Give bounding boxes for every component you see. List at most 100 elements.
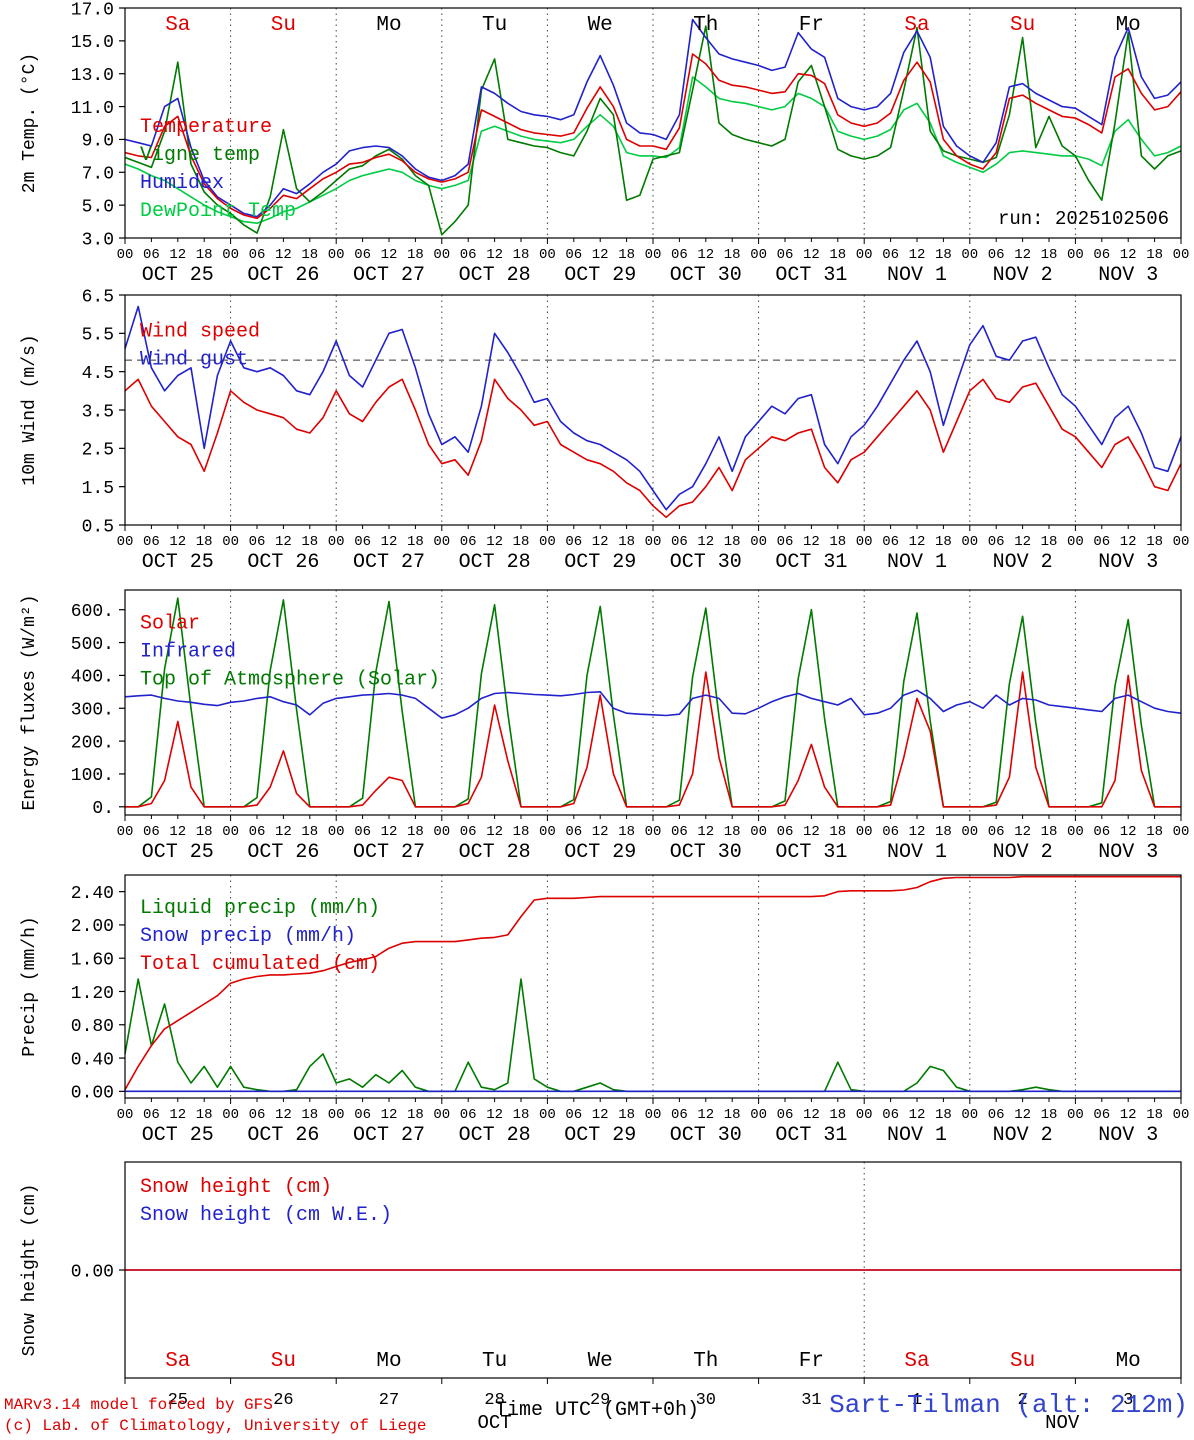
- y-tick-label: 15.0: [71, 33, 114, 53]
- date-label: OCT 28: [459, 841, 531, 864]
- date-label: OCT 30: [670, 1124, 742, 1147]
- y-tick-label: 2.40: [71, 884, 114, 904]
- y-axis-title: 2m Temp. (°C): [20, 53, 40, 193]
- hour-tick-label: 06: [777, 824, 794, 840]
- hour-tick-label: 12: [909, 1107, 926, 1123]
- hour-tick-label: 06: [988, 1107, 1005, 1123]
- hour-tick-label: 00: [856, 824, 873, 840]
- hour-tick-label: 00: [750, 247, 767, 263]
- date-label: OCT 31: [775, 1124, 847, 1147]
- hour-tick-label: 06: [1093, 247, 1110, 263]
- hour-tick-label: 00: [750, 1107, 767, 1123]
- hour-tick-label: 18: [301, 534, 318, 550]
- hour-tick-label: 18: [1146, 824, 1163, 840]
- y-axis-title: Precip (mm/h): [20, 916, 40, 1056]
- hour-tick-label: 00: [961, 1107, 978, 1123]
- lab-credit: (c) Lab. of Climatology, University of L…: [4, 1417, 427, 1435]
- hour-tick-label: 06: [143, 824, 160, 840]
- y-tick-label: 600.: [71, 602, 114, 622]
- legend-humidex: Humidex: [140, 172, 224, 195]
- hour-tick-label: 06: [777, 1107, 794, 1123]
- hour-tick-label: 06: [249, 247, 266, 263]
- hour-tick-label: 00: [750, 824, 767, 840]
- hour-tick-label: 18: [301, 1107, 318, 1123]
- legend-snow-height-cm-w-e: Snow height (cm W.E.): [140, 1204, 392, 1227]
- hour-tick-label: 06: [565, 1107, 582, 1123]
- day-number-label: 28: [484, 1391, 504, 1410]
- date-label: OCT 26: [247, 1124, 319, 1147]
- hour-tick-label: 12: [486, 247, 503, 263]
- station-label: Sart-Tilman (alt: 212m): [829, 1390, 1188, 1420]
- legend-temperature: Temperature: [140, 116, 272, 139]
- hour-tick-label: 06: [1093, 534, 1110, 550]
- y-tick-label: 3.5: [82, 402, 114, 422]
- y-tick-label: 400.: [71, 668, 114, 688]
- hour-tick-label: 06: [249, 1107, 266, 1123]
- hour-tick-label: 12: [803, 247, 820, 263]
- y-tick-label: 2.00: [71, 917, 114, 937]
- hour-tick-label: 18: [407, 1107, 424, 1123]
- hour-tick-label: 00: [328, 824, 345, 840]
- hour-tick-label: 00: [539, 824, 556, 840]
- hour-tick-label: 18: [513, 534, 530, 550]
- day-of-week-label: Su: [1010, 1350, 1035, 1373]
- hour-tick-label: 18: [618, 247, 635, 263]
- legend-vigne-temp: Vigne temp: [140, 144, 260, 167]
- legend-liquid-precip-mm-h: Liquid precip (mm/h): [140, 897, 380, 920]
- hour-tick-label: 12: [381, 534, 398, 550]
- hour-tick-label: 12: [697, 1107, 714, 1123]
- hour-tick-label: 00: [856, 1107, 873, 1123]
- hour-tick-label: 12: [909, 247, 926, 263]
- date-label: OCT 31: [775, 264, 847, 287]
- day-of-week-label: Fr: [799, 14, 824, 37]
- hour-tick-label: 06: [249, 534, 266, 550]
- date-label: OCT 29: [564, 551, 636, 574]
- hour-tick-label: 06: [249, 824, 266, 840]
- hour-tick-label: 06: [988, 247, 1005, 263]
- hour-tick-label: 00: [539, 247, 556, 263]
- legend-snow-precip-mm-h: Snow precip (mm/h): [140, 925, 356, 948]
- date-label: OCT 29: [564, 841, 636, 864]
- hour-tick-label: 12: [592, 247, 609, 263]
- date-label: OCT 26: [247, 841, 319, 864]
- legend-total-cumulated-cm: Total cumulated (cm): [140, 953, 380, 976]
- month-label: NOV: [1045, 1412, 1080, 1434]
- hour-tick-label: 00: [1067, 1107, 1084, 1123]
- hour-tick-label: 12: [381, 247, 398, 263]
- humidex-line: [124, 18, 1182, 218]
- hour-tick-label: 00: [961, 247, 978, 263]
- day-number-label: 31: [801, 1391, 821, 1410]
- day-number-label: 27: [379, 1391, 399, 1410]
- date-label: OCT 26: [247, 551, 319, 574]
- hour-tick-label: 00: [856, 534, 873, 550]
- hour-tick-label: 18: [1041, 247, 1058, 263]
- hour-tick-label: 00: [961, 534, 978, 550]
- hour-tick-label: 18: [196, 534, 213, 550]
- hour-tick-label: 00: [1173, 534, 1190, 550]
- day-of-week-label: Fr: [799, 1350, 824, 1373]
- date-label: OCT 30: [670, 264, 742, 287]
- solar-line: [125, 671, 1181, 808]
- y-tick-label: 4.5: [82, 364, 114, 384]
- hour-tick-label: 06: [143, 534, 160, 550]
- hour-tick-label: 12: [697, 247, 714, 263]
- hour-tick-label: 18: [196, 824, 213, 840]
- hour-tick-label: 12: [486, 534, 503, 550]
- hour-tick-label: 12: [1014, 824, 1031, 840]
- hour-tick-label: 06: [882, 247, 899, 263]
- day-number-label: 30: [696, 1391, 716, 1410]
- hour-tick-label: 06: [354, 824, 371, 840]
- day-number-label: 25: [168, 1391, 188, 1410]
- hour-tick-label: 12: [486, 1107, 503, 1123]
- hour-tick-label: 00: [645, 1107, 662, 1123]
- day-of-week-label: Sa: [904, 14, 929, 37]
- hour-tick-label: 12: [169, 824, 186, 840]
- y-tick-label: 1.20: [71, 984, 114, 1004]
- legend-wind-gust: Wind gust: [140, 348, 248, 371]
- hour-tick-label: 18: [407, 247, 424, 263]
- hour-tick-label: 00: [433, 824, 450, 840]
- y-tick-label: 0.: [92, 799, 114, 819]
- hour-tick-label: 06: [671, 534, 688, 550]
- hour-tick-label: 18: [935, 247, 952, 263]
- total-cumulated-cm-line: [124, 875, 1181, 1091]
